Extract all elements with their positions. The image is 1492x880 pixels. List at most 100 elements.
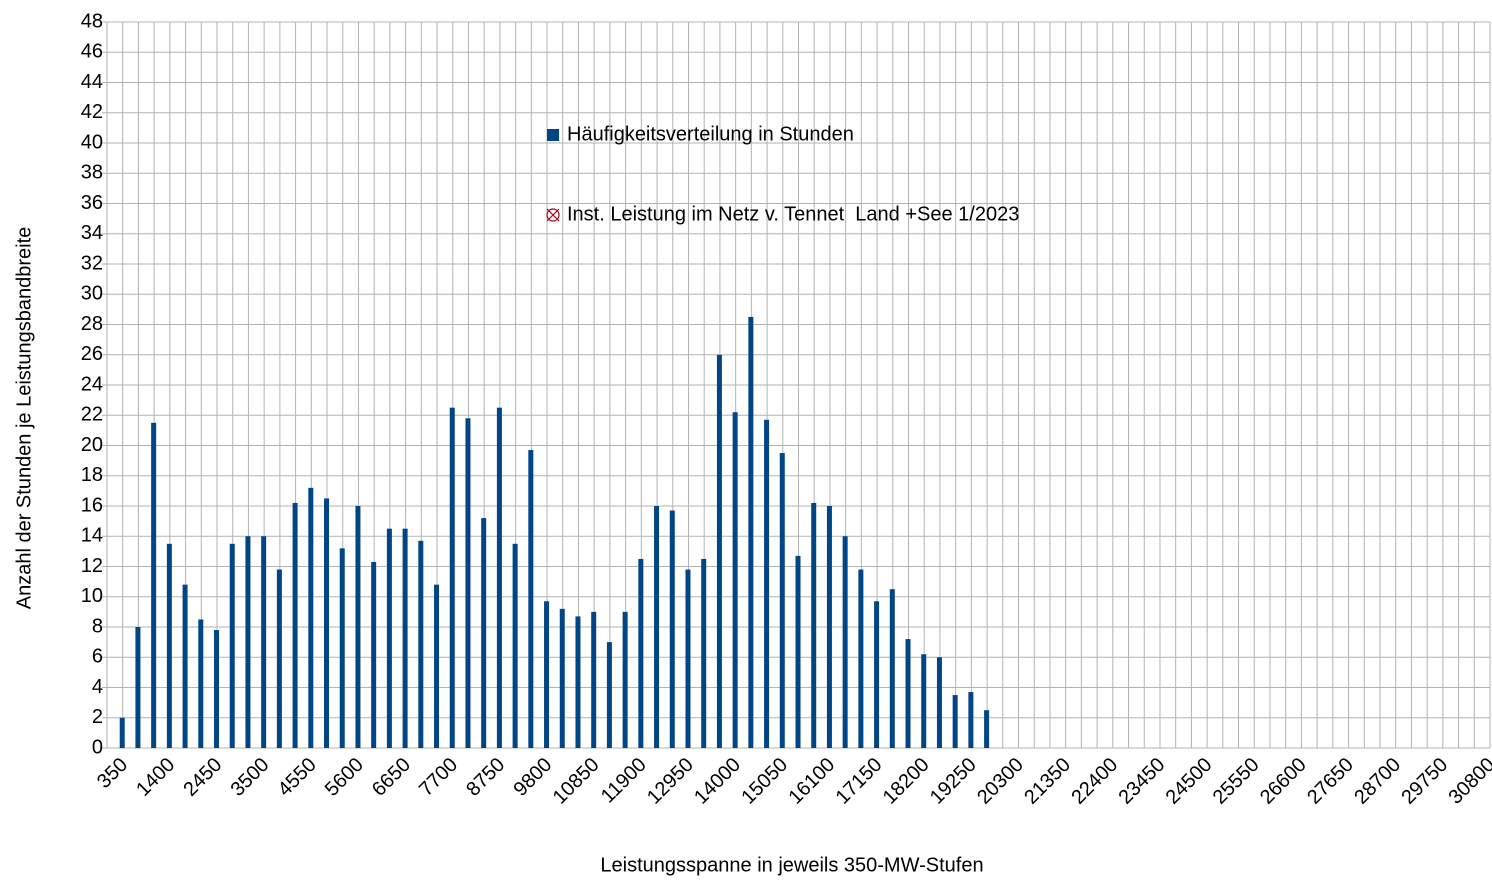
bar [324,498,330,748]
bar [779,453,785,748]
bar [292,502,298,748]
bar [921,654,927,748]
x-tick-label: 22400 [1067,754,1122,809]
x-tick-label: 10850 [549,754,604,809]
bar [764,419,770,748]
bar [795,555,801,748]
bar [434,584,440,748]
legend-label: Inst. Leistung im Netz v. Tennet Land +S… [567,203,1019,225]
y-tick-label: 10 [81,585,103,607]
bar [591,611,597,748]
bar [214,630,220,748]
y-tick-label: 20 [81,434,103,456]
bar [842,536,848,748]
x-tick-label: 19250 [926,754,981,809]
y-tick-label: 24 [81,373,103,395]
y-tick-label: 0 [92,736,103,758]
x-tick-label: 6650 [368,754,415,801]
x-tick-label: 20300 [973,754,1028,809]
x-tick-label: 25550 [1209,754,1264,809]
bar [119,717,125,748]
bar [229,543,235,748]
y-tick-label: 48 [81,10,103,32]
bar [622,611,628,748]
y-tick-label: 6 [92,646,103,668]
bar [198,619,204,748]
legend-label: Häufigkeitsverteilung in Stunden [567,123,854,145]
bar [984,710,990,748]
x-tick-label: 2450 [179,754,226,801]
bar [371,561,377,748]
bar [166,543,172,748]
bar [182,584,188,748]
y-tick-label: 46 [81,41,103,63]
y-axis-title: Anzahl der Stunden je Leistungsbandbreit… [13,227,35,610]
x-tick-label: 28700 [1350,754,1405,809]
bar [512,543,518,748]
y-tick-label: 4 [92,676,103,698]
x-tick-label: 26600 [1256,754,1311,809]
bar [858,569,864,748]
x-tick-label: 17150 [832,754,887,809]
bar [968,692,974,748]
y-tick-label: 30 [81,283,103,305]
y-tick-label: 12 [81,555,103,577]
x-tick-label: 21350 [1020,754,1075,809]
x-tick-label: 1400 [132,754,179,801]
bar [654,506,660,748]
bar [748,316,754,748]
y-tick-label: 18 [81,464,103,486]
x-tick-label: 12950 [643,754,698,809]
y-tick-label: 32 [81,252,103,274]
bar [544,601,550,748]
y-tick-label: 8 [92,615,103,637]
x-tick-label: 4550 [274,754,321,801]
bar [402,528,408,748]
y-tick-label: 34 [81,222,103,244]
bar [261,536,267,748]
y-tick-label: 42 [81,101,103,123]
x-tick-label: 29750 [1397,754,1452,809]
bar [575,616,581,748]
bar [889,589,895,748]
y-tick-label: 22 [81,404,103,426]
bar [528,450,534,748]
bar [826,506,832,748]
x-tick-label: 27650 [1303,754,1358,809]
x-tick-label: 18200 [879,754,934,809]
bar [276,569,282,748]
legend-swatch [547,129,559,141]
y-tick-label: 36 [81,192,103,214]
x-tick-label: 23450 [1114,754,1169,809]
y-tick-label: 2 [92,706,103,728]
bar [685,569,691,748]
x-tick-label: 8750 [462,754,509,801]
bar [308,487,314,748]
bar [339,548,345,748]
bar [151,422,157,748]
bar [496,407,502,748]
bar [905,639,911,748]
bar [559,608,565,748]
x-tick-label: 16100 [784,754,839,809]
x-axis-title: Leistungsspanne in jeweils 350-MW-Stufen [600,854,983,876]
bar [449,407,455,748]
x-tick-label: 11900 [597,754,651,808]
y-tick-label: 40 [81,131,103,153]
bar [386,528,392,748]
bar [669,510,675,748]
x-tick-label: 5600 [321,754,368,801]
y-tick-label: 26 [81,343,103,365]
bar [355,506,361,748]
x-tick-label: 7700 [415,754,462,801]
x-tick-label: 14000 [690,754,745,809]
x-tick-label: 30800 [1445,754,1492,809]
bar [465,418,471,748]
bar [732,412,738,748]
y-tick-label: 28 [81,313,103,335]
x-tick-label: 24500 [1162,754,1217,809]
x-tick-label: 350 [93,754,132,793]
legend-marker [546,208,560,222]
